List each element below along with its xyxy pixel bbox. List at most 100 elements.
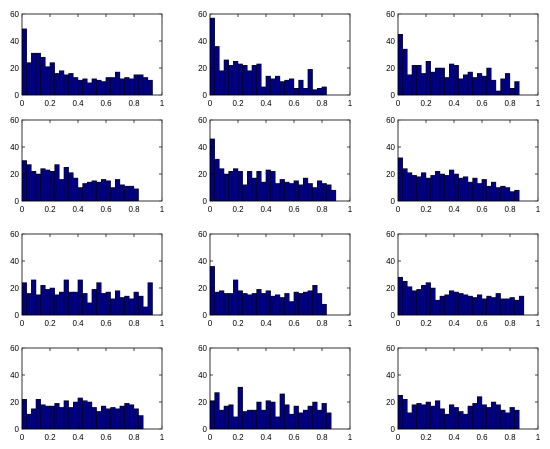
y-tick-label: 0 [15, 425, 20, 434]
histogram-bar [237, 63, 243, 96]
histogram-bar [124, 403, 130, 430]
histogram-bar [495, 90, 501, 96]
axes-frame [21, 119, 163, 202]
histogram-bar [49, 405, 55, 430]
y-tick-label: 0 [391, 91, 396, 100]
histogram-bar [298, 412, 304, 430]
histogram-bar [307, 183, 313, 202]
x-tick-label: 0.8 [504, 319, 516, 328]
histogram-bar [214, 46, 220, 96]
y-tick-label: 0 [15, 197, 20, 206]
x-tick-label: 0 [208, 319, 213, 328]
histogram-bar [228, 404, 234, 430]
histogram-bar [298, 79, 304, 96]
histogram-bar [486, 295, 492, 316]
histogram-bar [416, 176, 422, 202]
histogram-bar [31, 52, 37, 96]
histogram-bar [509, 297, 515, 316]
x-tick-label: 0.2 [232, 99, 244, 108]
histogram-bar [435, 171, 441, 202]
y-tick-label: 20 [386, 284, 395, 293]
histogram-bar [435, 400, 441, 430]
histogram-bar [270, 401, 276, 430]
y-tick-label: 60 [386, 10, 395, 19]
histogram-bar [298, 293, 304, 316]
histogram-bar [31, 279, 37, 316]
histogram-bar [124, 185, 130, 202]
histogram-bar [251, 65, 257, 96]
histogram-bar [425, 401, 431, 430]
x-tick-label: 0 [396, 205, 401, 214]
histogram-bar [270, 295, 276, 316]
histogram-bar [307, 290, 313, 316]
histogram-bar [147, 282, 153, 316]
histogram-bar [495, 404, 501, 430]
axes-frame [397, 233, 539, 316]
histogram-bar [284, 79, 290, 96]
x-tick-label: 0.8 [128, 99, 140, 108]
histogram-bar [481, 75, 487, 96]
histogram-bar [439, 67, 445, 96]
x-tick-label: 0.4 [72, 205, 84, 214]
y-tick-label: 40 [198, 257, 207, 266]
histogram-bar [449, 63, 455, 96]
histogram-bar [312, 187, 318, 202]
x-tick-label: 1 [348, 99, 353, 108]
histogram-bar [110, 77, 116, 96]
histogram-bar [138, 74, 144, 96]
histogram-bar [223, 405, 229, 430]
histogram-bar [402, 168, 408, 202]
histogram-bar [472, 77, 478, 96]
histogram-bar [105, 77, 111, 96]
x-tick-label: 0.2 [44, 205, 56, 214]
histogram-bar [228, 293, 234, 316]
histogram-bar [490, 401, 497, 430]
histogram-bar [284, 404, 290, 430]
axes-frame [397, 13, 539, 96]
histogram-bar [214, 158, 220, 202]
y-tick-label: 20 [386, 170, 395, 179]
histogram-bar [265, 400, 271, 430]
histogram-bar [265, 75, 271, 96]
histogram-bar [26, 62, 32, 96]
histogram-bar [289, 301, 295, 316]
histogram-bar [87, 401, 93, 430]
y-tick-label: 0 [203, 425, 208, 434]
x-tick-label: 0 [20, 319, 25, 328]
x-tick-label: 0.6 [288, 433, 300, 442]
histogram-bar [138, 295, 144, 316]
histogram-bar [509, 88, 515, 96]
histogram-bar [463, 176, 469, 202]
x-tick-label: 1 [536, 205, 541, 214]
histogram-bar [463, 294, 469, 316]
histogram-bar [59, 407, 65, 430]
histogram-bar [509, 407, 515, 430]
histogram-bar [293, 180, 299, 202]
x-tick-label: 0.4 [72, 433, 84, 442]
histogram-bar [59, 179, 65, 202]
histogram-bar [490, 297, 497, 316]
y-tick-label: 60 [386, 230, 395, 239]
x-tick-label: 0.8 [316, 99, 328, 108]
histogram-bar [279, 393, 285, 430]
histogram-bar [21, 160, 27, 202]
x-tick-label: 0.6 [476, 319, 488, 328]
axes-frame [397, 119, 539, 202]
histogram-bar [219, 70, 225, 96]
histogram-bar [402, 48, 408, 96]
histogram-bar [453, 291, 459, 316]
histogram-bar [275, 294, 281, 316]
histogram-bar [110, 187, 116, 202]
y-tick-label: 0 [391, 425, 396, 434]
histogram-bar [59, 70, 65, 96]
histogram-bar [119, 297, 125, 316]
x-tick-label: 0.4 [448, 99, 460, 108]
histogram-panel-6: 0 0.2 0.4 0.6 0.8 1 0 20 40 60 [386, 116, 541, 214]
y-tick-label: 0 [203, 197, 208, 206]
histogram-bar [124, 295, 130, 316]
histogram-bar [209, 138, 215, 202]
x-tick-label: 0.8 [316, 205, 328, 214]
histogram-bar [82, 400, 88, 430]
x-tick-label: 0.8 [128, 205, 140, 214]
histogram-bar [40, 285, 46, 316]
